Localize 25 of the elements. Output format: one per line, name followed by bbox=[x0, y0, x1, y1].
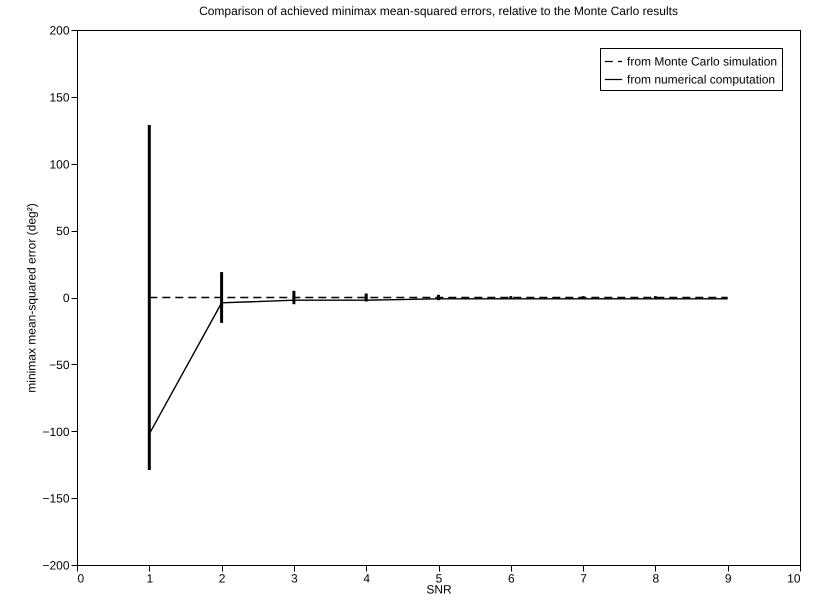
legend-label: from numerical computation bbox=[627, 72, 776, 86]
y-tick-label: −200 bbox=[42, 558, 70, 572]
y-tick-label: 100 bbox=[49, 157, 70, 172]
x-tick-label: 9 bbox=[724, 572, 732, 586]
y-tick-label: −100 bbox=[42, 424, 70, 439]
x-tick-label: 1 bbox=[146, 572, 154, 586]
y-axis-title: minimax mean-squared error (deg²) bbox=[24, 203, 38, 393]
x-tick-label: 4 bbox=[363, 572, 370, 586]
x-tick-label: 6 bbox=[508, 572, 515, 586]
y-tick-label: 0 bbox=[62, 291, 70, 305]
legend-label: from Monte Carlo simulation bbox=[627, 54, 778, 68]
chart-title: Comparison of achieved minimax mean-squared errors, relative to the Monte Carlo results bbox=[199, 4, 678, 18]
y-tick-label: 50 bbox=[56, 224, 70, 238]
y-tick-label: 150 bbox=[49, 90, 70, 104]
x-tick-label: 7 bbox=[580, 572, 588, 586]
y-tick-label: 200 bbox=[49, 24, 70, 38]
x-tick-label: 0 bbox=[78, 572, 84, 586]
x-axis-title: SNR bbox=[426, 582, 452, 596]
x-tick-label: 8 bbox=[652, 572, 660, 586]
x-tick-label: 2 bbox=[218, 572, 226, 586]
x-tick-label: 3 bbox=[291, 572, 298, 586]
x-tick-label: 10 bbox=[787, 572, 801, 586]
x-tick-label: 5 bbox=[436, 572, 443, 586]
y-tick-label: −50 bbox=[49, 358, 70, 372]
y-tick-label: −150 bbox=[42, 492, 70, 506]
